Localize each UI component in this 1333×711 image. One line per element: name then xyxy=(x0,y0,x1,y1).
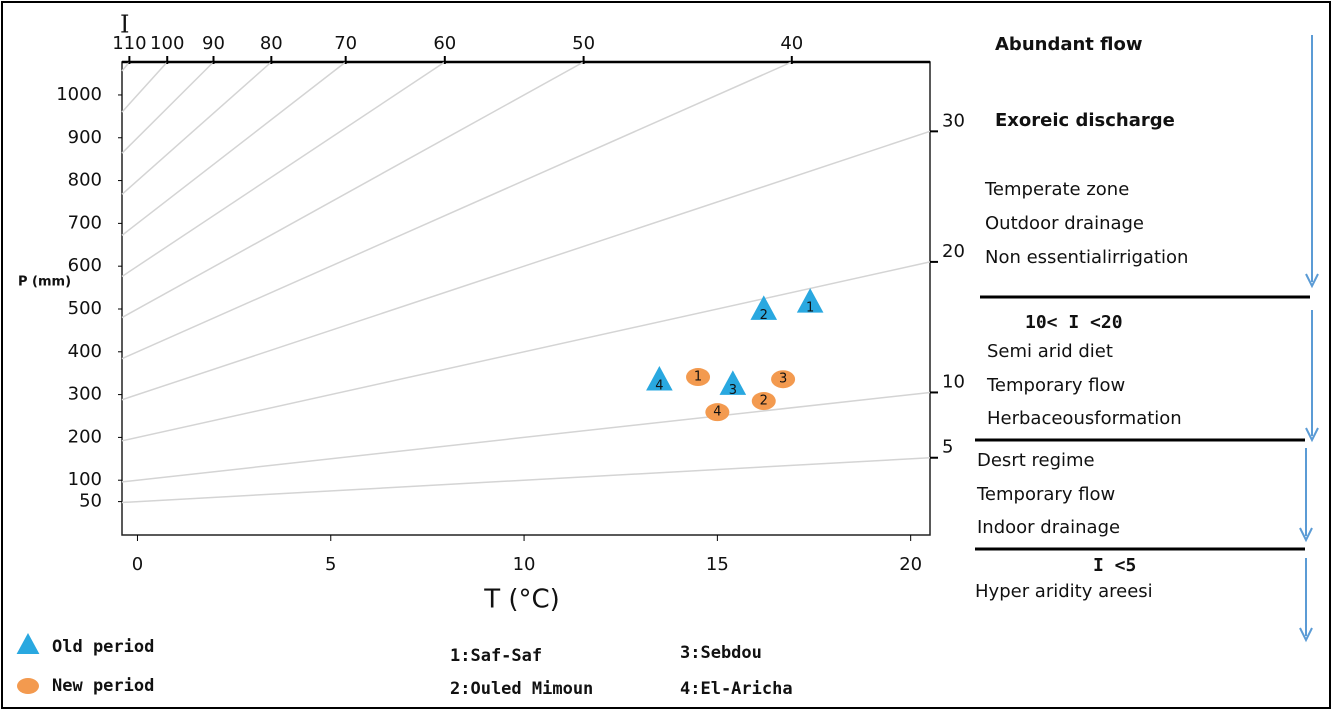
x-tick-label: 0 xyxy=(132,554,143,575)
zone-item: Temporary flow xyxy=(986,375,1125,396)
zone-heading: I <5 xyxy=(1093,555,1136,576)
arrow-head xyxy=(1305,273,1319,289)
zone-heading: 10< I <20 xyxy=(1025,312,1123,333)
zone-heading: Abundant flow xyxy=(995,34,1143,55)
point xyxy=(750,295,778,320)
index-line xyxy=(121,61,584,319)
y-tick-label: 100 xyxy=(68,469,102,490)
zone-item: Semi arid diet xyxy=(987,341,1113,362)
index-tick-label: 50 xyxy=(572,33,595,54)
index-line xyxy=(121,61,168,113)
y-tick-label: 500 xyxy=(68,298,102,319)
index-tick-label: 60 xyxy=(433,33,456,54)
arrow-head xyxy=(1299,527,1313,543)
x-tick-label: 20 xyxy=(899,554,922,575)
legend-marker xyxy=(17,678,39,694)
x-tick-label: 15 xyxy=(706,554,729,575)
index-line xyxy=(121,391,931,483)
point xyxy=(771,370,796,389)
station-label: 2:Ouled Mimoun xyxy=(450,679,593,699)
zone-item: Temporary flow xyxy=(976,484,1115,505)
y-tick-label: 1000 xyxy=(56,84,102,105)
x-tick-label: 5 xyxy=(325,554,336,575)
y-tick-label: 200 xyxy=(68,426,102,447)
zone-heading: Exoreic discharge xyxy=(995,110,1175,131)
point-label: 3 xyxy=(729,383,737,398)
point-label: 1 xyxy=(694,370,702,385)
point xyxy=(646,366,673,391)
arrow-head xyxy=(1305,427,1319,443)
y-tick-label: 700 xyxy=(68,212,102,233)
index-tick-label: 100 xyxy=(150,33,184,54)
x-tick-label: 10 xyxy=(513,554,536,575)
point xyxy=(686,368,711,387)
point xyxy=(751,392,776,411)
x-axis-label: T (°C) xyxy=(483,585,560,615)
zone-item: Hyper aridity areesi xyxy=(975,581,1153,602)
y-tick-label: 900 xyxy=(68,127,102,148)
index-tick-label: 40 xyxy=(780,33,803,54)
legend-label: New period xyxy=(52,676,154,696)
index-tick-label: 20 xyxy=(942,241,965,262)
point-label: 4 xyxy=(713,405,721,420)
index-line xyxy=(121,130,931,401)
index-line xyxy=(121,61,347,236)
zone-panel: Abundant flow Exoreic discharge Temperat… xyxy=(975,34,1319,643)
y-tick-label: 300 xyxy=(68,384,102,405)
y-tick-label: 50 xyxy=(79,491,102,512)
zone-item: Desrt regime xyxy=(977,450,1095,471)
point-label: 2 xyxy=(760,394,768,409)
index-line xyxy=(121,61,215,154)
zone-item: Non essentialirrigation xyxy=(985,247,1188,268)
legend-label: Old period xyxy=(52,637,154,657)
point-label: 1 xyxy=(806,301,814,316)
index-line xyxy=(121,61,272,195)
point-label: 3 xyxy=(779,372,787,387)
station-label: 1:Saf-Saf xyxy=(450,646,542,666)
index-tick-label: 5 xyxy=(942,437,953,458)
y-tick-label: 800 xyxy=(68,170,102,191)
station-label: 3:Sebdou xyxy=(680,643,762,663)
index-tick-label: 10 xyxy=(942,371,965,392)
legend-marker xyxy=(16,633,40,654)
y-axis-label: P (mm) xyxy=(18,275,71,290)
y-tick-label: 600 xyxy=(68,255,102,276)
zone-item: Outdoor drainage xyxy=(985,213,1144,234)
arrow-head xyxy=(1299,627,1313,643)
y-tick-label: 400 xyxy=(68,341,102,362)
zone-item: Temperate zone xyxy=(984,179,1129,200)
index-tick-label: 110 xyxy=(112,33,146,54)
index-line xyxy=(121,456,931,504)
index-line xyxy=(121,61,793,360)
index-line xyxy=(121,261,931,442)
zone-item: Indoor drainage xyxy=(977,517,1120,538)
zone-item: Herbaceousformation xyxy=(987,408,1182,429)
index-tick-label: 70 xyxy=(334,33,357,54)
index-line xyxy=(121,61,446,278)
index-line xyxy=(121,61,130,72)
point xyxy=(719,370,747,395)
index-tick-label: 80 xyxy=(260,33,283,54)
point-label: 4 xyxy=(655,379,663,394)
point-label: 2 xyxy=(760,308,768,323)
station-label: 4:El-Aricha xyxy=(680,679,793,699)
point xyxy=(705,403,730,422)
point xyxy=(796,288,824,313)
index-tick-label: 90 xyxy=(202,33,225,54)
index-axis-label: I xyxy=(120,11,129,39)
index-tick-label: 30 xyxy=(942,110,965,131)
